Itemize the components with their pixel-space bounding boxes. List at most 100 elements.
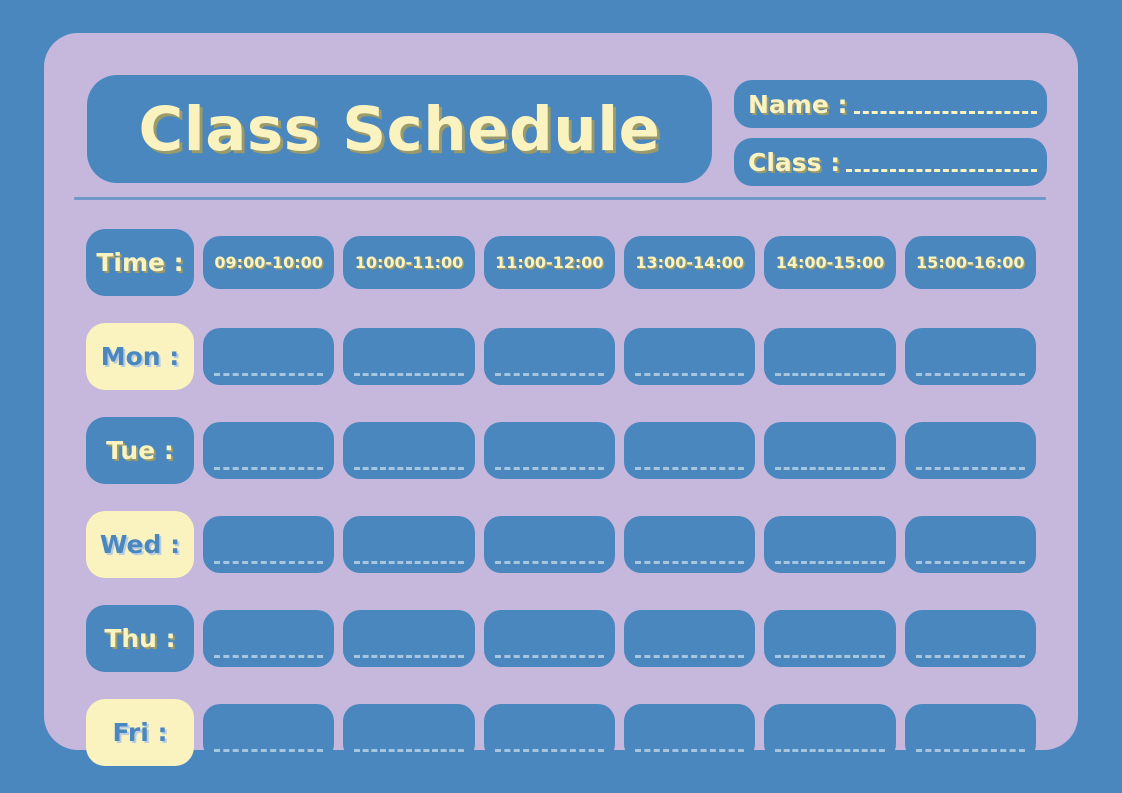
time-header-label: Time : [96, 248, 184, 277]
writing-line [494, 561, 604, 564]
time-slot-cell-3: 11:00-12:00 [483, 236, 615, 289]
entry-cell-fri-5[interactable] [764, 704, 896, 761]
time-slot-cell-5: 14:00-15:00 [764, 236, 896, 289]
writing-line [494, 749, 604, 752]
day-label-cell-wed: Wed : [86, 511, 194, 578]
time-header-label-cell: Time : [86, 229, 194, 296]
day-label-cell-fri: Fri : [86, 699, 194, 766]
entry-cell-wed-5[interactable] [764, 516, 896, 573]
entry-cell-thu-2[interactable] [343, 610, 475, 667]
day-label-tue: Tue : [106, 436, 174, 465]
entry-cell-thu-6[interactable] [904, 610, 1036, 667]
entry-cell-fri-4[interactable] [623, 704, 756, 761]
day-label-cell-tue: Tue : [86, 417, 194, 484]
day-row-tue: Tue : [86, 417, 1036, 484]
schedule-grid: Time : 09:00-10:00 10:00-11:00 11:00-12:… [86, 229, 1036, 766]
time-slot-label-4: 13:00-14:00 [635, 253, 744, 272]
entry-cell-wed-2[interactable] [343, 516, 475, 573]
entry-cell-wed-6[interactable] [904, 516, 1036, 573]
entry-cell-mon-2[interactable] [343, 328, 475, 385]
writing-line [214, 373, 324, 376]
entry-cell-thu-4[interactable] [623, 610, 756, 667]
writing-line [494, 467, 604, 470]
entry-cell-mon-4[interactable] [623, 328, 756, 385]
writing-line [354, 655, 464, 658]
time-slot-cell-4: 13:00-14:00 [623, 236, 756, 289]
entry-cell-fri-3[interactable] [483, 704, 615, 761]
title-pill: Class Schedule [87, 75, 712, 183]
writing-line [775, 467, 885, 470]
class-field-writing-line[interactable] [846, 169, 1037, 172]
writing-line [354, 373, 464, 376]
day-row-wed: Wed : [86, 511, 1036, 578]
writing-line [915, 467, 1025, 470]
writing-line [354, 749, 464, 752]
writing-line [775, 373, 885, 376]
entry-cell-wed-4[interactable] [623, 516, 756, 573]
time-slot-label-2: 10:00-11:00 [354, 253, 464, 272]
header-divider [74, 197, 1046, 200]
entry-cell-fri-6[interactable] [904, 704, 1036, 761]
class-field-label: Class : [748, 147, 841, 177]
entry-cell-thu-3[interactable] [483, 610, 615, 667]
day-row-thu: Thu : [86, 605, 1036, 672]
writing-line [494, 655, 604, 658]
name-field-writing-line[interactable] [853, 111, 1037, 114]
entry-cell-thu-1[interactable] [203, 610, 335, 667]
writing-line [354, 561, 464, 564]
entry-cell-fri-2[interactable] [343, 704, 475, 761]
time-slot-label-6: 15:00-16:00 [916, 253, 1025, 272]
entry-cell-mon-5[interactable] [764, 328, 896, 385]
class-field-pill[interactable]: Class : [734, 138, 1047, 186]
writing-line [915, 561, 1025, 564]
day-label-cell-mon: Mon : [86, 323, 194, 390]
writing-line [915, 373, 1025, 376]
schedule-card: Class Schedule Name : Class : Time : 09:… [44, 33, 1078, 766]
entry-cell-mon-1[interactable] [203, 328, 335, 385]
time-slot-cell-1: 09:00-10:00 [203, 236, 335, 289]
writing-line [915, 655, 1025, 658]
time-slot-label-5: 14:00-15:00 [775, 253, 885, 272]
entry-cell-wed-1[interactable] [203, 516, 335, 573]
writing-line [634, 467, 745, 470]
writing-line [775, 561, 885, 564]
day-label-wed: Wed : [99, 530, 181, 559]
day-label-mon: Mon : [100, 342, 180, 371]
day-label-fri: Fri : [112, 718, 168, 747]
writing-line [915, 749, 1025, 752]
entry-cell-tue-4[interactable] [623, 422, 756, 479]
writing-line [634, 749, 745, 752]
entry-cell-fri-1[interactable] [203, 704, 335, 761]
entry-cell-mon-3[interactable] [483, 328, 615, 385]
entry-cell-wed-3[interactable] [483, 516, 615, 573]
name-field-label: Name : [748, 89, 848, 119]
time-slot-cell-2: 10:00-11:00 [343, 236, 475, 289]
writing-line [775, 749, 885, 752]
writing-line [634, 655, 745, 658]
entry-cell-tue-5[interactable] [764, 422, 896, 479]
entry-cell-tue-1[interactable] [203, 422, 335, 479]
writing-line [354, 467, 464, 470]
entry-cell-mon-6[interactable] [904, 328, 1036, 385]
writing-line [214, 749, 324, 752]
schedule-header: Class Schedule Name : Class : [87, 75, 1047, 190]
entry-cell-thu-5[interactable] [764, 610, 896, 667]
name-field-pill[interactable]: Name : [734, 80, 1047, 128]
writing-line [634, 561, 745, 564]
day-row-fri: Fri : [86, 699, 1036, 766]
entry-cell-tue-2[interactable] [343, 422, 475, 479]
writing-line [494, 373, 604, 376]
day-label-cell-thu: Thu : [86, 605, 194, 672]
time-slot-label-1: 09:00-10:00 [214, 253, 323, 272]
time-slot-label-3: 11:00-12:00 [495, 253, 604, 272]
writing-line [214, 655, 324, 658]
day-label-thu: Thu : [104, 624, 176, 653]
page-title: Class Schedule [138, 93, 661, 165]
writing-line [214, 561, 324, 564]
entry-cell-tue-6[interactable] [904, 422, 1036, 479]
time-header-row: Time : 09:00-10:00 10:00-11:00 11:00-12:… [86, 229, 1036, 296]
writing-line [214, 467, 324, 470]
entry-cell-tue-3[interactable] [483, 422, 615, 479]
writing-line [775, 655, 885, 658]
